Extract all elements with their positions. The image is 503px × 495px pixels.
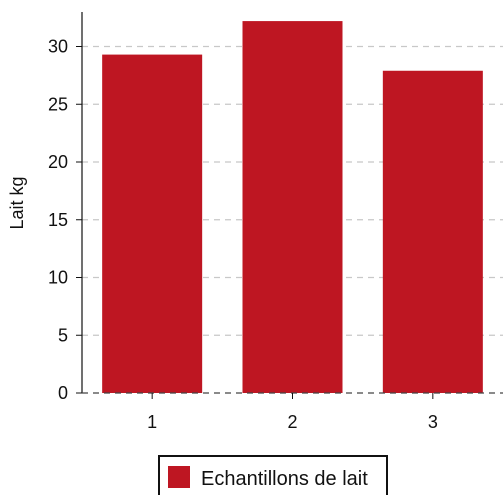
y-tick-labels: 0 5 10 15 20 25 30	[48, 37, 82, 403]
bar	[382, 70, 483, 393]
legend-swatch	[168, 466, 190, 488]
y-tick-label: 15	[48, 210, 68, 230]
x-tick-label: 2	[287, 412, 297, 432]
x-tick-labels: 1 2 3	[147, 393, 438, 432]
legend: Echantillons de lait	[158, 455, 388, 495]
legend-label: Echantillons de lait	[201, 468, 368, 490]
y-tick-label: 25	[48, 94, 68, 114]
y-tick-label: 0	[58, 383, 68, 403]
x-tick-label: 3	[428, 412, 438, 432]
bar	[242, 21, 343, 394]
y-tick-label: 10	[48, 268, 68, 288]
bars	[102, 21, 483, 394]
legend-box	[158, 455, 388, 495]
y-axis-title: Lait kg	[7, 176, 27, 229]
bar	[102, 54, 203, 394]
x-tick-label: 1	[147, 412, 157, 432]
y-tick-label: 5	[58, 325, 68, 345]
y-tick-label: 20	[48, 152, 68, 172]
y-tick-label: 30	[48, 37, 68, 57]
